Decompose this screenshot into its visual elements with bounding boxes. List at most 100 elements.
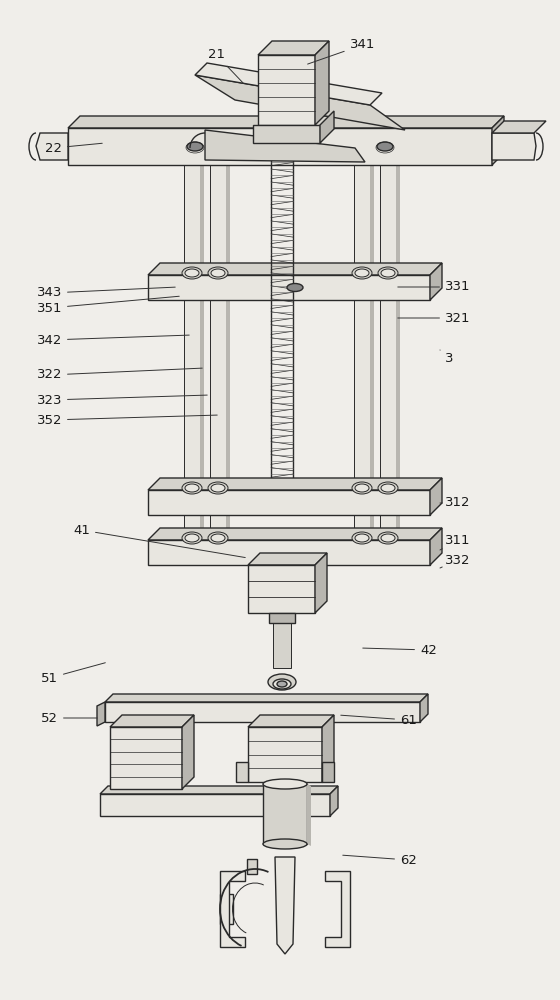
Polygon shape [315, 553, 327, 613]
Polygon shape [322, 715, 334, 782]
Polygon shape [105, 702, 420, 722]
Polygon shape [307, 784, 311, 846]
Ellipse shape [355, 534, 369, 542]
Ellipse shape [277, 681, 287, 687]
Polygon shape [68, 116, 504, 128]
Text: 321: 321 [398, 312, 470, 324]
Ellipse shape [381, 484, 395, 492]
Polygon shape [110, 727, 182, 789]
Ellipse shape [182, 267, 202, 279]
Text: 341: 341 [307, 38, 375, 64]
Ellipse shape [185, 484, 199, 492]
Ellipse shape [273, 679, 291, 689]
Ellipse shape [378, 267, 398, 279]
Ellipse shape [211, 269, 225, 277]
Ellipse shape [352, 267, 372, 279]
Ellipse shape [352, 532, 372, 544]
Polygon shape [430, 263, 442, 300]
Ellipse shape [263, 839, 307, 849]
Bar [273, 613, 291, 668]
Polygon shape [220, 871, 245, 947]
Text: 311: 311 [440, 534, 470, 550]
Bar [263, 784, 307, 844]
Polygon shape [248, 727, 322, 782]
Polygon shape [200, 161, 204, 560]
Ellipse shape [381, 534, 395, 542]
Text: 332: 332 [440, 554, 470, 568]
Polygon shape [275, 857, 295, 954]
Polygon shape [182, 715, 194, 789]
Ellipse shape [211, 484, 225, 492]
Polygon shape [97, 702, 105, 726]
Text: 62: 62 [343, 854, 417, 866]
Text: 22: 22 [45, 141, 102, 154]
Polygon shape [195, 75, 405, 130]
Polygon shape [100, 794, 330, 816]
Polygon shape [148, 263, 442, 275]
Polygon shape [492, 116, 504, 165]
Text: 61: 61 [341, 714, 417, 726]
Polygon shape [430, 478, 442, 515]
Ellipse shape [208, 532, 228, 544]
Polygon shape [220, 894, 233, 924]
Bar [354, 165, 370, 560]
Polygon shape [320, 111, 334, 143]
Polygon shape [148, 540, 430, 565]
Polygon shape [248, 553, 327, 565]
Ellipse shape [208, 267, 228, 279]
Polygon shape [325, 871, 350, 947]
Text: 52: 52 [41, 712, 97, 724]
Polygon shape [492, 133, 536, 160]
Polygon shape [226, 161, 230, 560]
Polygon shape [492, 121, 546, 133]
Ellipse shape [377, 142, 393, 151]
Polygon shape [205, 130, 365, 162]
Polygon shape [100, 786, 338, 794]
Text: 343: 343 [36, 286, 175, 300]
Polygon shape [396, 161, 400, 560]
Polygon shape [269, 613, 295, 623]
Polygon shape [258, 55, 315, 125]
Bar [210, 165, 226, 560]
Ellipse shape [182, 482, 202, 494]
Text: 352: 352 [36, 414, 217, 426]
Text: 41: 41 [73, 524, 245, 558]
Text: 323: 323 [36, 393, 207, 406]
Polygon shape [315, 41, 329, 125]
Ellipse shape [378, 482, 398, 494]
Ellipse shape [185, 269, 199, 277]
Polygon shape [420, 694, 428, 722]
Polygon shape [330, 786, 338, 816]
Polygon shape [248, 715, 334, 727]
Polygon shape [247, 859, 257, 874]
Text: 51: 51 [41, 663, 105, 684]
Polygon shape [68, 128, 492, 165]
Text: 351: 351 [36, 296, 179, 314]
Ellipse shape [378, 532, 398, 544]
Ellipse shape [355, 484, 369, 492]
Polygon shape [148, 490, 430, 515]
Bar [184, 165, 200, 560]
Ellipse shape [187, 142, 203, 151]
Polygon shape [236, 762, 248, 782]
Polygon shape [195, 63, 382, 105]
Bar [380, 165, 396, 560]
Text: 322: 322 [36, 368, 202, 381]
Ellipse shape [381, 269, 395, 277]
Text: 312: 312 [440, 496, 470, 510]
Text: 42: 42 [363, 644, 437, 656]
Ellipse shape [355, 269, 369, 277]
Polygon shape [253, 125, 320, 143]
Ellipse shape [287, 284, 303, 292]
Ellipse shape [208, 482, 228, 494]
Ellipse shape [185, 534, 199, 542]
Ellipse shape [182, 532, 202, 544]
Polygon shape [322, 762, 334, 782]
Text: 3: 3 [440, 350, 454, 364]
Polygon shape [248, 565, 315, 613]
Text: 21: 21 [208, 48, 243, 83]
Polygon shape [370, 161, 374, 560]
Ellipse shape [352, 482, 372, 494]
Polygon shape [148, 275, 430, 300]
Polygon shape [105, 694, 428, 702]
